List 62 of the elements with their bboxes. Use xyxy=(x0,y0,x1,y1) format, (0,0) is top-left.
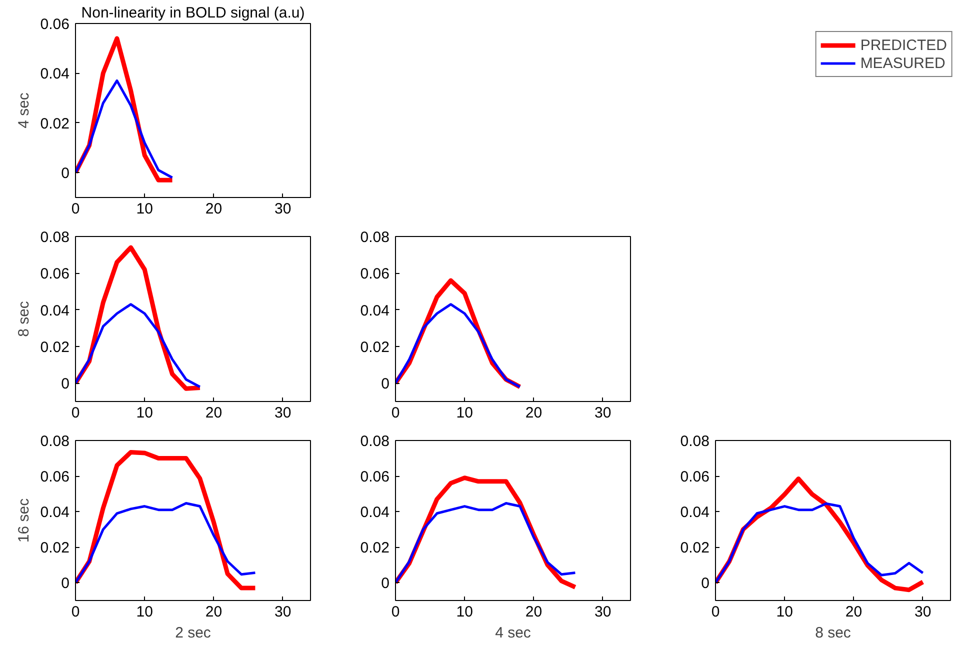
y-tick-label: 0 xyxy=(381,575,390,592)
y-tick-label: 0 xyxy=(61,376,70,393)
y-tick-label: 0.04 xyxy=(680,504,710,522)
x-tick-label: 30 xyxy=(274,200,292,218)
x-axis-title: 2 sec xyxy=(175,624,212,642)
y-tick-label: 0.02 xyxy=(360,540,390,557)
x-axis-title: 8 sec xyxy=(815,624,852,642)
legend-label: PREDICTED xyxy=(860,36,947,54)
y-tick-label: 0.06 xyxy=(40,266,70,283)
y-tick-label: 0.06 xyxy=(40,16,70,33)
y-tick-label: 0.06 xyxy=(360,468,390,486)
y-tick-label: 0.06 xyxy=(680,468,710,486)
line-series xyxy=(716,502,924,584)
y-tick-label: 0.04 xyxy=(360,504,390,522)
x-tick-label: 10 xyxy=(136,404,153,422)
x-tick-label: 30 xyxy=(274,404,292,422)
y-tick-label: 0.02 xyxy=(40,115,70,132)
legend-label: MEASURED xyxy=(860,54,946,72)
x-axis-title: 4 sec xyxy=(495,624,532,642)
x-tick-label: 10 xyxy=(136,604,153,620)
y-tick-label: 0.06 xyxy=(360,266,390,283)
x-tick-label: 10 xyxy=(136,200,153,218)
x-tick-label: 30 xyxy=(594,404,612,422)
y-tick-label: 0 xyxy=(701,575,710,592)
line-series xyxy=(396,502,576,584)
x-tick-label: 10 xyxy=(456,404,473,422)
y-tick-label: 0 xyxy=(61,575,70,592)
y-axis-title: 8 sec xyxy=(15,300,32,337)
y-axis-title: 4 sec xyxy=(15,92,32,128)
x-tick-label: 10 xyxy=(776,604,793,620)
chart-title: Non-linearity in BOLD signal (a.u) xyxy=(81,4,305,22)
x-tick-label: 20 xyxy=(845,604,862,620)
x-tick-label: 30 xyxy=(274,604,292,620)
y-tick-label: 0.04 xyxy=(40,302,70,320)
y-tick-label: 0.08 xyxy=(360,229,390,246)
x-tick-label: 20 xyxy=(525,404,542,422)
line-series xyxy=(76,303,202,388)
x-tick-label: 10 xyxy=(456,604,473,620)
y-tick-label: 0.04 xyxy=(40,504,70,522)
x-tick-label: 20 xyxy=(205,404,222,422)
y-tick-label: 0.06 xyxy=(40,468,70,486)
line-series xyxy=(396,303,522,388)
line-series xyxy=(76,502,256,584)
x-tick-label: 20 xyxy=(525,604,542,620)
x-tick-label: 30 xyxy=(594,604,612,620)
y-tick-label: 0.02 xyxy=(40,339,70,356)
y-tick-label: 0.08 xyxy=(680,433,710,450)
y-tick-label: 0.08 xyxy=(40,229,70,246)
y-tick-label: 0.02 xyxy=(40,540,70,557)
y-axis-title: 16 sec xyxy=(15,498,32,543)
x-tick-label: 30 xyxy=(914,604,932,620)
y-tick-label: 0.04 xyxy=(360,302,390,320)
y-tick-label: 0.02 xyxy=(680,540,710,557)
y-tick-label: 0.04 xyxy=(40,66,70,83)
y-tick-label: 0.08 xyxy=(360,433,390,450)
y-tick-label: 0 xyxy=(381,376,390,393)
y-tick-label: 0 xyxy=(61,165,70,182)
y-tick-label: 0.02 xyxy=(360,339,390,356)
x-tick-label: 20 xyxy=(205,604,222,620)
line-series xyxy=(76,79,174,179)
x-tick-label: 20 xyxy=(205,200,222,218)
y-tick-label: 0.08 xyxy=(40,433,70,450)
